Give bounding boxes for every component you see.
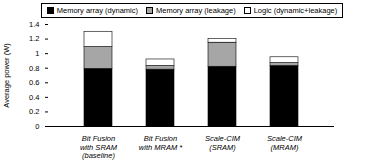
- svg-text:0.8: 0.8: [29, 64, 39, 73]
- svg-text:1.4: 1.4: [29, 20, 39, 29]
- svg-text:Average power (W): Average power (W): [2, 43, 11, 108]
- svg-text:0.6: 0.6: [29, 78, 39, 87]
- svg-text:Scale-CIM(MRAM): Scale-CIM(MRAM): [267, 134, 303, 151]
- svg-text:0: 0: [35, 122, 39, 131]
- svg-text:0.2: 0.2: [29, 107, 39, 116]
- html-text:Memory array (dynamic): Memory array (dynamic): [56, 6, 138, 15]
- svg-text:Bit Fusionwith MRAM *: Bit Fusionwith MRAM *: [139, 134, 183, 151]
- svg-text:Scale-CIM(SRAM): Scale-CIM(SRAM): [205, 134, 241, 151]
- svg-text:Bit Fusionwith SRAM(baseline): Bit Fusionwith SRAM(baseline): [80, 134, 118, 160]
- html-text:Logic (dynamic+leakage): Logic (dynamic+leakage): [253, 6, 338, 15]
- svg-text:1: 1: [35, 49, 39, 58]
- svg-text:0.4: 0.4: [29, 93, 39, 102]
- html-text:Memory array (leakage): Memory array (leakage): [156, 6, 236, 15]
- svg-text:1.2: 1.2: [29, 34, 39, 43]
